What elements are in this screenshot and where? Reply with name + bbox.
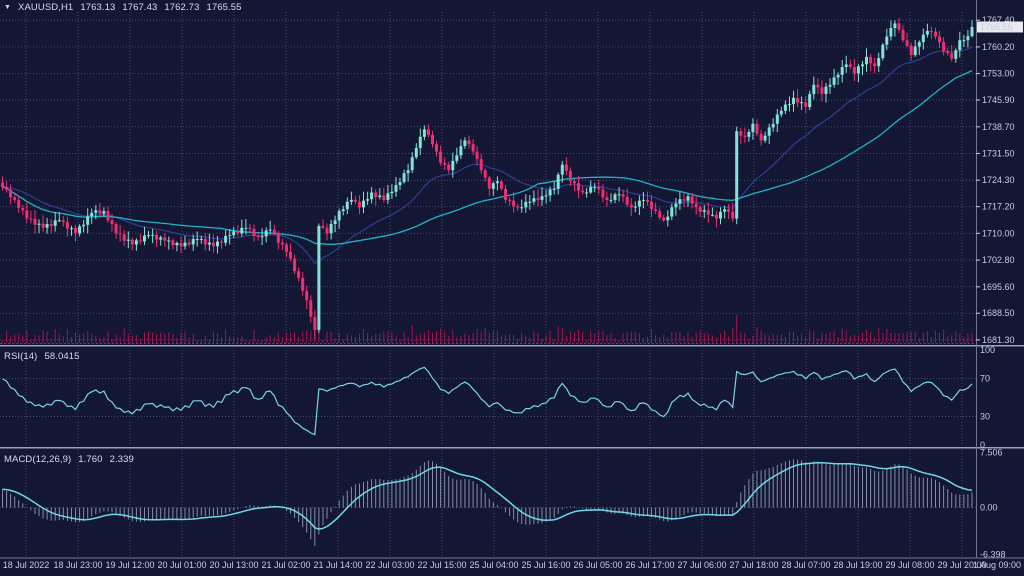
time-axis-labels: 18 Jul 2022 18 Jul 23:00 19 Jul 12:00 20 Ju… <box>3 560 1021 570</box>
svg-text:26 Jul 17:00: 26 Jul 17:00 <box>625 560 674 570</box>
svg-text:29 Jul 20:00: 29 Jul 20:00 <box>937 560 986 570</box>
svg-text:21 Jul 02:00: 21 Jul 02:00 <box>261 560 310 570</box>
svg-text:1760.20: 1760.20 <box>982 42 1015 52</box>
current-price-tag: 1765.55 <box>977 21 1023 33</box>
price-axis-labels: 1767.40 1760.20 1753.00 1745.90 1738.70 1731.… <box>976 15 1015 345</box>
svg-text:1767.40: 1767.40 <box>982 15 1015 25</box>
svg-text:20 Jul 13:00: 20 Jul 13:00 <box>209 560 258 570</box>
panel-separators <box>0 0 1024 559</box>
svg-text:1765.55: 1765.55 <box>980 22 1013 32</box>
svg-text:1710.00: 1710.00 <box>982 228 1015 238</box>
svg-text:1688.50: 1688.50 <box>982 308 1015 318</box>
ohlc-open: 1763.13 <box>80 2 116 13</box>
rsi-label: RSI(14) <box>4 351 38 362</box>
svg-text:1702.80: 1702.80 <box>982 255 1015 265</box>
slow-ma-line <box>2 70 973 245</box>
svg-text:27 Jul 18:00: 27 Jul 18:00 <box>729 560 778 570</box>
svg-text:0.00: 0.00 <box>980 503 998 513</box>
symbol-dropdown-icon[interactable]: ▼ <box>4 4 12 11</box>
macd-label: MACD(12,26,9) <box>4 454 72 465</box>
macd-scale-labels: 7.506 0.00 -6.398 <box>980 448 1006 560</box>
svg-text:1717.20: 1717.20 <box>982 202 1015 212</box>
fast-ma-line <box>2 46 973 265</box>
svg-text:1695.60: 1695.60 <box>982 282 1015 292</box>
svg-text:100: 100 <box>980 345 995 355</box>
svg-text:0: 0 <box>980 440 985 450</box>
svg-text:22 Jul 15:00: 22 Jul 15:00 <box>417 560 466 570</box>
svg-text:18 Jul 23:00: 18 Jul 23:00 <box>53 560 102 570</box>
svg-text:19 Jul 12:00: 19 Jul 12:00 <box>105 560 154 570</box>
svg-text:20 Jul 01:00: 20 Jul 01:00 <box>157 560 206 570</box>
ohlc-close: 1765.55 <box>206 2 242 13</box>
svg-text:1731.50: 1731.50 <box>982 149 1015 159</box>
svg-text:26 Jul 05:00: 26 Jul 05:00 <box>573 560 622 570</box>
svg-text:1753.00: 1753.00 <box>982 69 1015 79</box>
svg-text:1724.30: 1724.30 <box>982 175 1015 185</box>
macd-signal-line <box>2 461 973 530</box>
svg-text:1681.30: 1681.30 <box>982 335 1015 345</box>
svg-text:1 Aug 09:00: 1 Aug 09:00 <box>973 560 1021 570</box>
candlestick-layer <box>1 17 974 339</box>
symbol-info-bar: ▼ XAUUSD,H1 1763.13 1767.43 1762.73 1765.55 <box>4 2 249 13</box>
svg-text:70: 70 <box>980 374 990 384</box>
svg-text:28 Jul 19:00: 28 Jul 19:00 <box>833 560 882 570</box>
svg-text:21 Jul 14:00: 21 Jul 14:00 <box>313 560 362 570</box>
macd-indicator-label: MACD(12,26,9) 1.760 2.339 <box>4 454 141 465</box>
macd-main-value: 1.760 <box>78 454 103 465</box>
svg-text:28 Jul 07:00: 28 Jul 07:00 <box>781 560 830 570</box>
volume-bars <box>2 315 973 343</box>
rsi-indicator-label: RSI(14) 58.0415 <box>4 351 86 362</box>
svg-text:27 Jul 06:00: 27 Jul 06:00 <box>677 560 726 570</box>
rsi-scale-labels: 100 70 30 0 <box>980 345 995 450</box>
ohlc-high: 1767.43 <box>122 2 158 13</box>
svg-text:29 Jul 08:00: 29 Jul 08:00 <box>885 560 934 570</box>
svg-text:30: 30 <box>980 412 990 422</box>
ohlc-low: 1762.73 <box>164 2 200 13</box>
svg-text:22 Jul 03:00: 22 Jul 03:00 <box>365 560 414 570</box>
rsi-line <box>2 366 973 436</box>
svg-text:1738.70: 1738.70 <box>982 122 1015 132</box>
svg-text:18 Jul 2022: 18 Jul 2022 <box>3 560 50 570</box>
svg-text:25 Jul 04:00: 25 Jul 04:00 <box>469 560 518 570</box>
svg-text:-6.398: -6.398 <box>980 550 1006 560</box>
svg-text:1745.90: 1745.90 <box>982 95 1015 105</box>
symbol-label: XAUUSD,H1 <box>18 2 74 13</box>
svg-text:7.506: 7.506 <box>980 448 1003 458</box>
macd-signal-value: 2.339 <box>109 454 134 465</box>
svg-text:25 Jul 16:00: 25 Jul 16:00 <box>521 560 570 570</box>
rsi-value: 58.0415 <box>44 351 80 362</box>
